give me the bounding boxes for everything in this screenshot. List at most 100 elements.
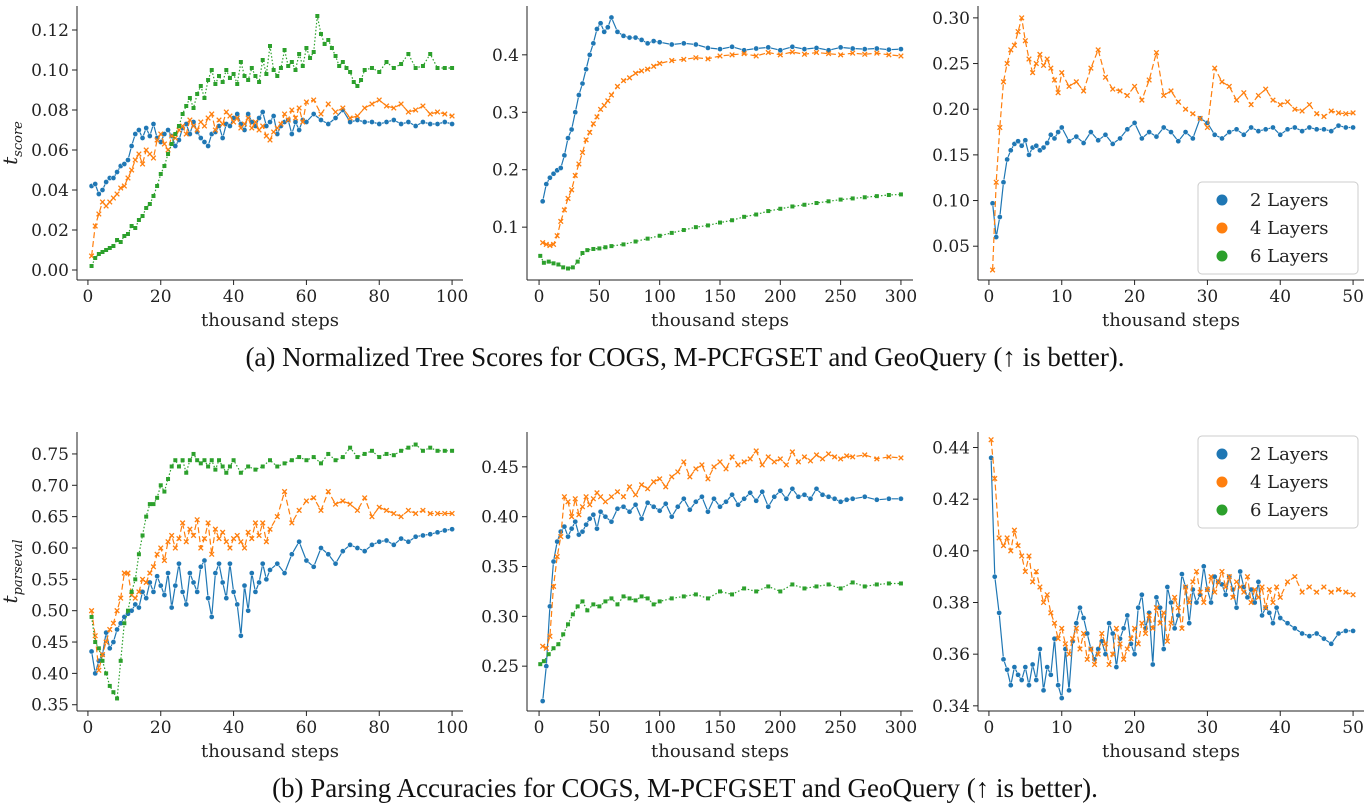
panel-a-1-point-2-layers	[296, 127, 302, 133]
panel-b-1-point-2-layers	[219, 579, 226, 586]
panel-b-3-point-2-layers	[1011, 664, 1018, 670]
panel-a-1-point-4-layers	[165, 147, 171, 153]
panel-a-1-point-2-layers	[146, 133, 153, 139]
panel-a-3-point-4-layers	[1168, 88, 1174, 94]
panel-a-1-point-4-layers	[332, 109, 339, 115]
panel-a-1-point-2-layers	[219, 135, 226, 141]
panel-a-1-point-6-layers	[344, 66, 349, 70]
panel-a-2-point-6-layers	[886, 192, 891, 197]
panel-b-1-point-6-layers	[166, 477, 171, 482]
panel-a-1-point-4-layers	[88, 253, 95, 259]
panel-b-1-point-6-layers	[217, 458, 222, 463]
panel-a-1-point-4-layers	[412, 107, 419, 113]
panel-b-2-point-4-layers	[554, 553, 560, 560]
panel-a-3-point-4-layers	[1175, 99, 1182, 105]
panel-a-3-point-4-layers	[1117, 88, 1123, 94]
panel-b-2-point-4-layers	[723, 466, 729, 472]
panel-b-1-point-4-layers	[376, 504, 383, 510]
panel-b-1-point-2-layers	[114, 626, 120, 633]
panel-b-1-point-4-layers	[442, 510, 448, 517]
panel-b-3-point-2-layers	[1037, 646, 1043, 652]
panel-a-1-point-4-layers	[128, 167, 135, 173]
panel-a-2-series-6-layers	[538, 192, 903, 271]
panel-b-1-point-6-layers	[93, 640, 98, 645]
panel-a-2-point-4-layers	[741, 50, 747, 57]
panel-a-1-point-4-layers	[96, 211, 102, 217]
panel-a-2-point-2-layers	[789, 43, 796, 50]
panel-a-1-point-6-layers	[227, 76, 232, 80]
panel-b-1-point-6-layers	[122, 621, 127, 626]
panel-b-2-point-2-layers	[614, 505, 621, 512]
panel-a-1-point-4-layers	[361, 105, 368, 111]
panel-b-2-point-2-layers	[849, 495, 856, 502]
panel-a-1-point-4-layers	[391, 105, 397, 111]
panel-b-1-point-6-layers	[115, 696, 120, 701]
panel-b-2-point-4-layers	[543, 645, 550, 651]
panel-b-2-point-2-layers	[795, 493, 802, 500]
panel-b-3-point-2-layers	[1306, 633, 1313, 639]
panel-b-3-point-2-layers	[1051, 635, 1058, 642]
panel-b-1-y-axis-label: tparseval	[0, 540, 26, 604]
panel-a-1-point-2-layers	[99, 187, 106, 193]
panel-a-2-point-2-layers	[813, 45, 820, 51]
panel-b-1-point-2-layers	[318, 545, 324, 551]
panel-b-3-point-2-layers	[1335, 630, 1342, 637]
panel-a-1-point-6-layers	[209, 68, 214, 72]
panel-a-2-point-2-layers	[583, 66, 589, 73]
panel-b-1-point-2-layers	[190, 579, 197, 586]
panel-b-1-point-2-layers	[310, 563, 317, 570]
panel-b-3-point-4-layers	[1033, 568, 1040, 575]
panel-a-2-point-6-layers	[814, 201, 819, 206]
panel-a-3-point-2-layers	[1262, 126, 1269, 133]
panel-a-1-point-6-layers	[115, 238, 120, 242]
panel-a-3-point-2-layers	[1219, 135, 1225, 142]
panel-b-3-point-4-layers	[1241, 589, 1247, 595]
panel-a-3-point-2-layers	[1211, 131, 1218, 138]
panel-b-2-point-2-layers	[668, 513, 675, 520]
panel-a-1-point-6-layers	[238, 60, 243, 64]
panel-b-2-x-tick-label: 250	[824, 718, 856, 738]
panel-a-3-legend-marker-2-layers	[1216, 194, 1228, 206]
panel-b-1-point-2-layers	[245, 607, 252, 614]
panel-b-3-point-2-layers	[1007, 682, 1014, 689]
panel-a-1-point-6-layers	[129, 224, 134, 228]
panel-b-1-point-4-layers	[289, 520, 295, 526]
panel-a-1-point-4-layers	[187, 117, 193, 123]
panel-b-3-point-4-layers	[1022, 568, 1029, 575]
panel-b-1-point-2-layers	[256, 579, 262, 586]
panel-b-3-point-4-layers	[1088, 646, 1094, 652]
panel-a-1-point-4-layers	[281, 111, 288, 117]
panel-a-3-point-2-layers	[1270, 124, 1276, 131]
panel-b-2-point-4-layers	[898, 455, 904, 461]
panel-b-1-point-6-layers	[111, 690, 116, 695]
panel-a-2-y-tick-label: 0.1	[492, 218, 519, 238]
panel-a-2-point-4-layers	[898, 53, 904, 59]
panel-b-3-point-4-layers	[1077, 646, 1083, 652]
panel-b-3-point-4-layers	[1117, 641, 1123, 647]
panel-b-3-point-4-layers	[1157, 620, 1163, 626]
panel-a-1-point-2-layers	[325, 121, 332, 127]
panel-a-2-point-4-layers	[572, 172, 579, 179]
panel-a-2-point-2-layers	[886, 46, 892, 53]
panel-a-1-y-tick-label: 0.12	[31, 21, 69, 41]
panel-a-3-point-4-layers	[1153, 49, 1160, 56]
panel-a-2-point-2-layers	[777, 47, 784, 54]
panel-a-1-point-6-layers	[246, 78, 251, 82]
panel-a-1-point-6-layers	[144, 206, 149, 210]
panel-a-1-point-6-layers	[191, 106, 196, 110]
panel-a-2-point-4-layers	[801, 51, 808, 58]
panel-a-2-point-6-layers	[898, 192, 903, 197]
panel-b-1-point-4-layers	[201, 535, 208, 542]
panel-a-3-x-tick-label: 40	[1269, 287, 1291, 307]
panel-b-2-x-tick-label: 150	[704, 718, 736, 738]
panel-a-3-point-4-layers	[1313, 111, 1320, 117]
panel-b-2-point-6-layers	[566, 622, 571, 627]
panel-b-1-point-6-layers	[220, 464, 225, 469]
panel-a-1-y-axis-label-sub: score	[11, 121, 26, 157]
panel-a-2-point-6-layers	[778, 206, 783, 211]
panel-b-3-x-tick-label: 0	[984, 718, 995, 738]
panel-a-3-legend: 2 Layers 4 Layers 6 Layers	[1197, 181, 1359, 275]
panel-a-1-point-2-layers	[263, 123, 270, 129]
panel-a-1-point-4-layers	[449, 113, 455, 119]
panel-b-2-series-6-layers	[538, 580, 903, 667]
